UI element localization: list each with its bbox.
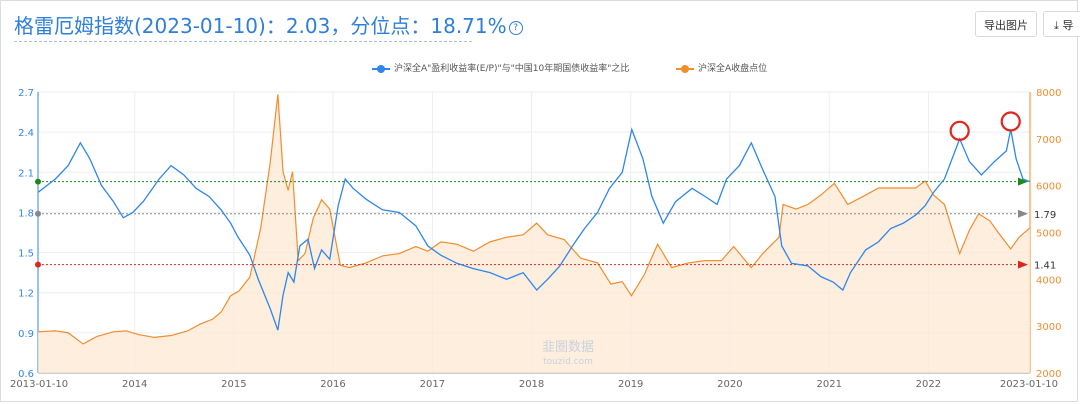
x-tick-label: 2014: [122, 379, 147, 390]
watermark-url: touzid.com: [543, 357, 593, 367]
help-icon[interactable]: ?: [508, 20, 523, 35]
reference-start-dot: [35, 261, 41, 268]
y-left-tick-label: 0.9: [18, 329, 34, 340]
watermark-brand: 韭圈数据: [542, 340, 594, 355]
index-series-line: [37, 94, 1031, 345]
peak-highlight-circle: [1000, 111, 1021, 132]
x-tick-label: 2013-01-10: [10, 379, 68, 390]
x-tick-label: 2023-01-10: [1000, 379, 1058, 390]
y-left-tick-label: 0.6: [18, 369, 34, 380]
chart-legend: 沪深全A"盈利收益率(E/P)"与"中国10年期国债收益率"之比 沪深全A收盘点…: [0, 58, 1080, 76]
x-tick-label: 2019: [618, 379, 643, 390]
legend-label-index: 沪深全A收盘点位: [698, 64, 768, 74]
reference-start-dot: [35, 178, 41, 185]
y-left-tick-label: 1.2: [18, 289, 34, 300]
y-left-tick-label: 2.4: [18, 128, 34, 139]
y-right-tick-label: 3000: [1036, 322, 1061, 333]
x-tick-label: 2018: [519, 379, 544, 390]
x-tick-label: 2021: [817, 379, 842, 390]
y-right-tick-label: 6000: [1036, 182, 1061, 193]
y-left-tick-label: 1.8: [18, 208, 34, 219]
title-underline: [14, 41, 472, 43]
download-button[interactable]: ⤓ 导: [1043, 11, 1080, 37]
legend-swatch-blue: [372, 64, 390, 73]
legend-label-ratio: 沪深全A"盈利收益率(E/P)"与"中国10年期国债收益率"之比: [394, 64, 630, 74]
reference-start-dot: [35, 210, 41, 217]
ratio-series-line: [37, 127, 1031, 331]
reference-label: 1.41: [1034, 261, 1056, 272]
y-left-tick-label: 2.1: [18, 168, 34, 179]
legend-item-index[interactable]: 沪深全A收盘点位: [676, 61, 767, 74]
y-right-tick-label: 8000: [1036, 88, 1061, 99]
y-right-tick-label: 4000: [1036, 275, 1061, 286]
reference-arrow: [1018, 209, 1028, 218]
y-left-tick-label: 1.5: [18, 249, 34, 260]
y-left-tick-label: 2.7: [18, 88, 34, 99]
export-image-button[interactable]: 导出图片: [975, 11, 1037, 37]
x-tick-label: 2015: [221, 379, 246, 390]
title-text: 格雷厄姆指数(2023-01-10)：2.03，分位点：18.71%: [14, 14, 507, 38]
peak-highlight-circle: [949, 120, 970, 141]
x-tick-label: 2022: [916, 379, 941, 390]
x-tick-label: 2016: [320, 379, 345, 390]
y-right-tick-label: 5000: [1036, 229, 1061, 240]
legend-item-ratio[interactable]: 沪深全A"盈利收益率(E/P)"与"中国10年期国债收益率"之比: [372, 61, 629, 74]
page-title: 格雷厄姆指数(2023-01-10)：2.03，分位点：18.71%?: [14, 10, 523, 39]
legend-swatch-orange: [676, 64, 694, 73]
index-area-fill: [38, 94, 1030, 373]
reference-arrow: [1018, 260, 1028, 269]
x-tick-label: 2017: [420, 379, 445, 390]
x-tick-label: 2020: [717, 379, 742, 390]
y-right-tick-label: 2000: [1036, 369, 1061, 380]
reference-arrow: [1018, 177, 1028, 186]
y-right-tick-label: 7000: [1036, 135, 1061, 146]
reference-label: 1.79: [1034, 210, 1056, 221]
